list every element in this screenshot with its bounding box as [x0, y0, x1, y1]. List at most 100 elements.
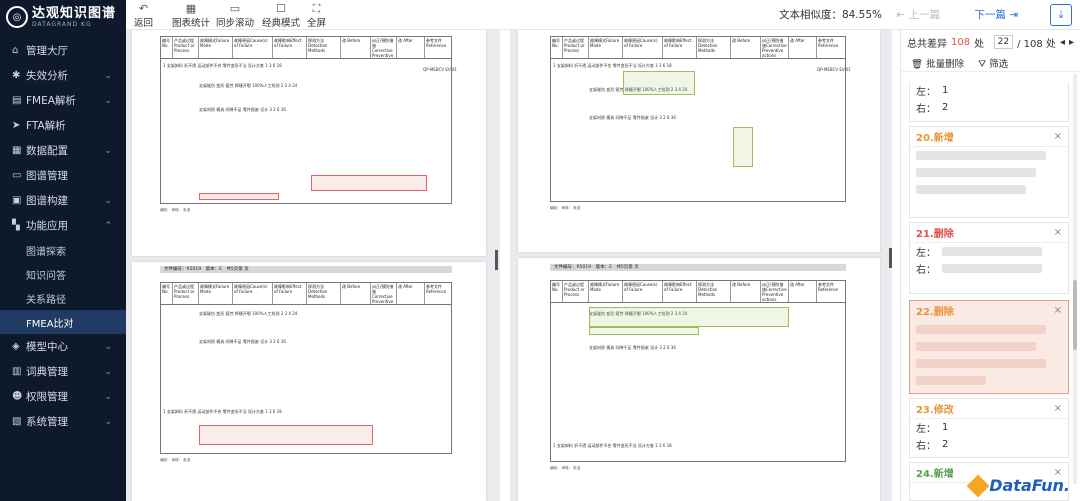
diff-panel-scroll-thumb[interactable] [1073, 280, 1077, 350]
pane-splitter-handle[interactable] [889, 248, 892, 268]
right-page-1: 编号No. 产品或过程Product or Process 故障模式Failur… [518, 30, 880, 252]
chevron-down-icon: ⌄ [104, 145, 112, 156]
text-similarity: 文本相似度：84.55% [778, 9, 882, 21]
sheet-header: 编号No. 产品或过程Product or Process 故障模式Failur… [161, 283, 451, 305]
pane-splitter-handle[interactable] [495, 250, 498, 270]
book-icon: ▥ [12, 366, 22, 377]
file-info-bar: 文件编号：R5019 版本：E 共5页第 页 [160, 266, 452, 273]
diff-highlight-red[interactable] [199, 193, 279, 200]
diff-highlight-red[interactable] [311, 175, 427, 191]
diff-card-selected[interactable]: 22.删除 × [909, 300, 1069, 394]
diff-highlight-green[interactable] [733, 127, 753, 167]
diff-card[interactable]: 21.删除 × 左： 右： [909, 222, 1069, 294]
left-page-1: 编号No. 产品或过程Product or Process 故障模式Failur… [132, 30, 486, 256]
right-document-pane[interactable]: 编号No. 产品或过程Product or Process 故障模式Failur… [510, 30, 892, 501]
logo: ◎ 达观知识图谱 DATAGRAND KG [0, 0, 126, 34]
sheet-header: 编号No. 产品或过程Product or Process 故障模式Failur… [161, 37, 451, 59]
subnav-fmea-compare[interactable]: FMEA比对 [0, 310, 126, 334]
chevron-down-icon: ⌄ [104, 391, 112, 402]
chevron-down-icon: ⌄ [104, 416, 112, 427]
close-icon[interactable]: × [1053, 227, 1062, 238]
user-icon: ☻ [12, 391, 23, 402]
back-icon: ↶ [138, 2, 149, 15]
fullscreen-button[interactable]: ⛶ 全屏 [307, 2, 327, 29]
nav-item-system[interactable]: ▧ 系统管理 ⌄ [12, 416, 112, 428]
chevron-left-icon[interactable]: ◂ [1059, 36, 1065, 48]
watermark-logo-icon [966, 474, 990, 497]
chart-icon: ▦ [185, 2, 197, 15]
prev-icon: ⇤ [896, 9, 906, 21]
chart-stats-button[interactable]: ▦ 图表统计 [172, 2, 211, 29]
diff-highlight-red[interactable] [199, 425, 373, 445]
nav-item-permission[interactable]: ☻ 权限管理 ⌄ [12, 391, 112, 403]
diff-panel-scrollbar[interactable] [1073, 74, 1077, 484]
diff-summary: 总共差异 108 处 22 / 108 处 ◂ ▸ [907, 35, 1074, 50]
chevron-down-icon: ⌄ [104, 341, 112, 352]
fmea-sheet: 编号No. 产品或过程Product or Process 故障模式Failur… [550, 280, 846, 462]
send-icon: ➤ [12, 120, 21, 131]
model-icon: ◈ [12, 341, 20, 352]
diff-card[interactable]: 20.新增 × [909, 126, 1069, 218]
fmea-sheet: 编号No. 产品或过程Product or Process 故障模式Failur… [160, 282, 452, 454]
diff-highlight-green[interactable] [589, 307, 789, 327]
nav-item-data-config[interactable]: ▦ 数据配置 ⌄ [12, 145, 112, 157]
diff-card[interactable]: 24.新增 × [909, 462, 1069, 501]
blurred-text [942, 247, 1042, 256]
left-document-pane[interactable]: 编号No. 产品或过程Product or Process 故障模式Failur… [126, 30, 500, 501]
current-diff-input[interactable]: 22 [993, 35, 1014, 49]
subnav-graph-explore[interactable]: 图谱探索 [26, 246, 66, 258]
chevron-right-icon[interactable]: ▸ [1068, 36, 1074, 48]
diff-highlight-green[interactable] [589, 327, 699, 335]
download-icon: ⤓ [1058, 8, 1064, 21]
batch-delete-button[interactable]: 🗑 批量删除 [911, 58, 965, 70]
chevron-up-icon: ⌃ [104, 220, 112, 231]
nav-item-fta-parse[interactable]: ➤ FTA解析 [12, 120, 66, 132]
nav-item-model-center[interactable]: ◈ 模型中心 ⌄ [12, 341, 112, 353]
nav-item-dictionary[interactable]: ▥ 词典管理 ⌄ [12, 366, 112, 378]
blurred-text [916, 376, 986, 385]
nav-item-graph-manage[interactable]: ▭ 图谱管理 [12, 170, 68, 182]
nav-item-failure-analysis[interactable]: ✱ 失效分析 ⌄ [12, 70, 112, 82]
subnav-relation-path[interactable]: 关系路径 [26, 294, 66, 306]
nav-item-graph-build[interactable]: ▣ 图谱构建 ⌄ [12, 195, 112, 207]
sidebar: ◎ 达观知识图谱 DATAGRAND KG ⌂ 管理大厅 ✱ 失效分析 ⌄ ▤ FMEA… [0, 0, 126, 501]
blurred-text [942, 264, 1042, 273]
blurred-text [916, 342, 1036, 351]
sheet-header: 编号No. 产品或过程Product or Process 故障模式Failur… [551, 281, 845, 303]
apps-icon: ▚ [12, 220, 20, 231]
subnav-qa[interactable]: 知识问答 [26, 270, 66, 282]
download-button[interactable]: ⤓ [1050, 4, 1072, 26]
prev-doc-button[interactable]: ⇤ 上一篇 [896, 9, 940, 21]
chevron-down-icon: ⌄ [104, 195, 112, 206]
monitor-icon: ▭ [12, 170, 22, 181]
watermark: DataFun. [966, 474, 1070, 497]
diff-highlight-green[interactable] [623, 71, 695, 95]
next-doc-button[interactable]: 下一篇 ⇥ [974, 9, 1018, 21]
checkbox-icon: ☐ [276, 2, 286, 15]
diff-card[interactable]: 左： 1 右： 2 [909, 82, 1069, 122]
nav-item-function-apps[interactable]: ▚ 功能应用 ⌃ [12, 220, 112, 232]
blurred-text [916, 168, 1036, 177]
nav-item-fmea-parse[interactable]: ▤ FMEA解析 ⌄ [12, 95, 112, 107]
diff-panel: 总共差异 108 处 22 / 108 处 ◂ ▸ 🗑 批量删除 ⛛ 筛选 左：… [900, 30, 1080, 501]
diff-card[interactable]: 23.修改 × 左： 1 右： 2 [909, 398, 1069, 458]
gear-icon: ✱ [12, 70, 21, 81]
back-button[interactable]: ↶ 返回 [134, 2, 154, 29]
close-icon[interactable]: × [1053, 305, 1062, 316]
nav-item-dashboard[interactable]: ⌂ 管理大厅 [12, 45, 68, 57]
sync-scroll-button[interactable]: ▭ 同步滚动 [216, 2, 255, 29]
right-page-2: 文件编号：R5019 版本：E 共5页第 页 编号No. 产品或过程Produc… [518, 258, 880, 501]
classic-mode-button[interactable]: ☐ 经典模式 [262, 2, 301, 29]
logo-title: 达观知识图谱 [32, 5, 117, 21]
left-page-2: 文件编号：R5019 版本：E 共5页第 页 编号No. 产品或过程Produc… [132, 262, 486, 501]
diff-actions: 🗑 批量删除 ⛛ 筛选 [901, 54, 1080, 72]
compare-area: 编号No. 产品或过程Product or Process 故障模式Failur… [126, 30, 900, 501]
trash-icon: 🗑 [911, 58, 924, 70]
home-icon: ⌂ [12, 45, 19, 56]
close-icon[interactable]: × [1053, 467, 1062, 478]
filter-button[interactable]: ⛛ 筛选 [978, 58, 1009, 70]
close-icon[interactable]: × [1053, 131, 1062, 142]
close-icon[interactable]: × [1053, 403, 1062, 414]
sheet-header: 编号No. 产品或过程Product or Process 故障模式Failur… [551, 37, 845, 59]
blurred-text [916, 359, 1046, 368]
